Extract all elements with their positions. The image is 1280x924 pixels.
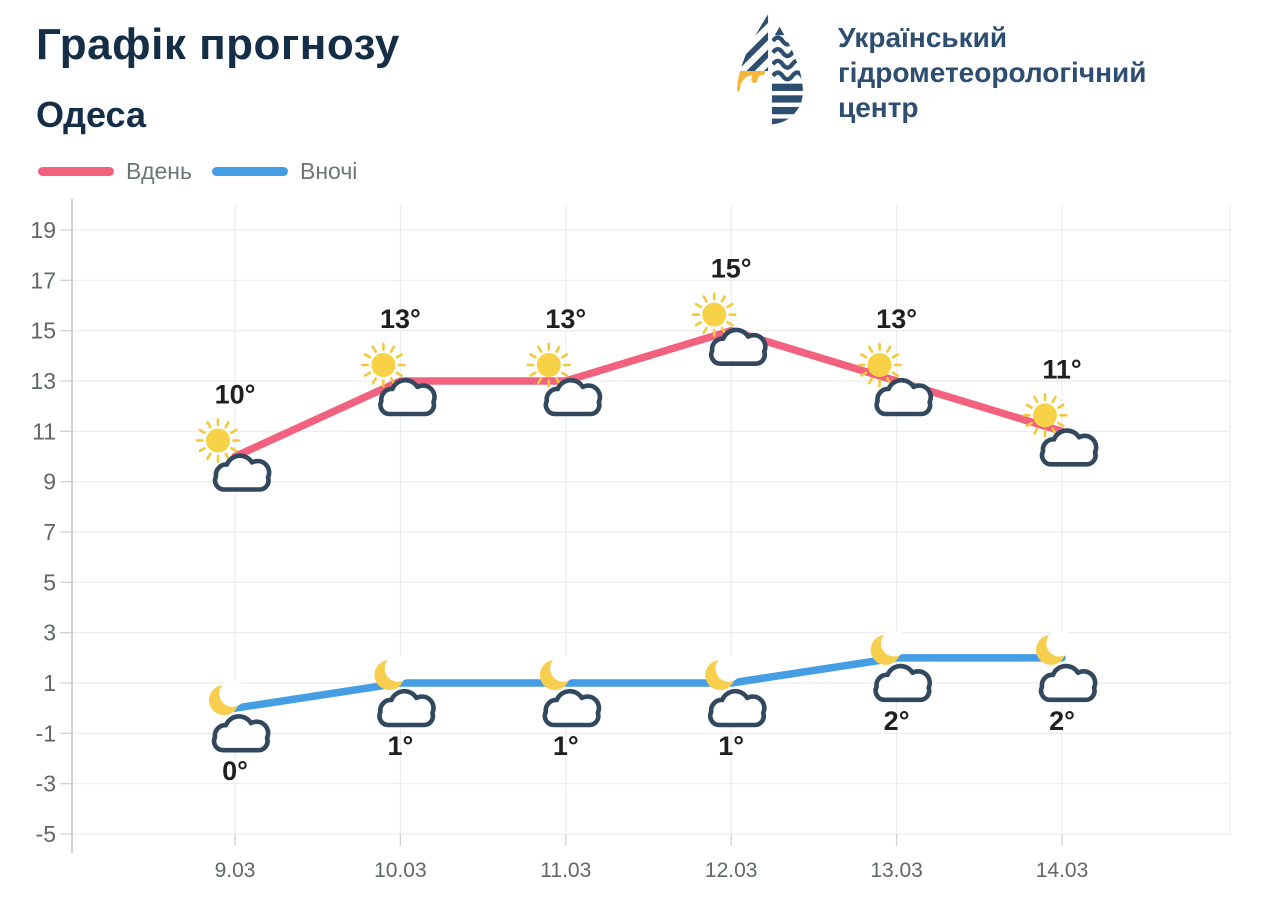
cloud-icon [1039,428,1099,467]
day-temp-label: 15° [711,254,752,284]
sun-cloud-icon [857,342,934,417]
org-name-line3: центр [838,92,919,123]
org-logo: Український гідрометеорологічний центр [726,8,1146,138]
moon-cloud-icon [705,655,767,728]
moon-cloud-icon [374,655,436,728]
x-axis-label: 9.03 [215,859,256,882]
x-axis-label: 13.03 [870,859,923,882]
y-axis-label: -1 [36,720,56,746]
sun-cloud-icon [1022,393,1099,467]
legend-item-night: Вночі [211,158,358,185]
y-axis-label: 5 [43,569,56,595]
day-line [231,326,1066,461]
y-axis-label: 13 [30,368,56,394]
night-line-swatch [211,167,288,176]
sun-cloud-icon [526,342,603,417]
legend-label-night: Вночі [299,158,358,184]
y-axis-label: -5 [36,821,56,847]
y-axis-label: -3 [36,771,56,797]
x-axis-label: 11.03 [540,859,591,882]
day-temp-label: 13° [876,304,917,334]
night-line [231,654,1066,712]
day-temp-label: 11° [1042,354,1081,384]
cloud-icon [378,377,437,417]
chart-legend: Вдень Вночі [38,158,357,185]
y-axis-label: 15 [30,318,56,344]
night-temp-label: 1° [718,731,744,761]
sun-cloud-icon [361,342,437,417]
moon-cloud-icon [870,630,933,703]
day-series: 10° 13° 13° 15° 13° 11° [195,254,1099,492]
moon-cloud-icon [1036,630,1098,703]
page-title: Графік прогнозу [36,20,400,69]
y-axis-label: 9 [43,469,56,495]
night-series: 0° 1° 1° 1° 2° 2° [209,630,1098,786]
y-axis-label: 7 [43,519,56,545]
sun-cloud-icon [691,292,768,366]
cloud-icon [1038,663,1098,703]
org-name-line1: Український [838,22,1008,53]
legend-label-day: Вдень [126,158,192,184]
night-temp-label: 2° [884,706,910,736]
night-temp-label: 1° [553,731,579,761]
cloud-icon [708,327,768,366]
grid: 19 17 15 13 11 9 7 5 3 1 -1 -3 -5 9.03 10.03 11.03 12.03… [30,199,1231,882]
day-temp-label: 10° [215,380,256,410]
night-temp-label: 0° [222,756,248,786]
org-logo-drop-icon [737,10,803,125]
y-axis-label: 3 [43,620,56,646]
forecast-chart: 19 17 15 13 11 9 7 5 3 1 -1 -3 -5 9.03 10.03 11.03 12.03… [0,185,1280,924]
cloud-icon [873,663,933,703]
y-axis-label: 1 [43,670,56,696]
moon-cloud-icon [209,680,271,753]
cloud-icon [543,377,603,417]
night-temp-label: 2° [1049,706,1075,736]
day-temp-label: 13° [380,304,421,334]
moon-cloud-icon [539,655,602,728]
forecast-chart-svg: 19 17 15 13 11 9 7 5 3 1 -1 -3 -5 9.03 10.03 11.03 12.03… [30,199,1231,882]
cloud-icon [212,453,272,492]
cloud-icon [211,714,271,753]
y-axis-label: 19 [30,217,56,243]
cloud-icon [707,688,767,728]
x-axis-label: 12.03 [705,859,758,882]
day-line-swatch [38,167,114,176]
org-name: Український гідрометеорологічний центр [838,20,1146,125]
y-axis-label: 11 [32,418,56,444]
cloud-icon [542,688,602,728]
city-subtitle: Одеса [36,94,146,135]
cloud-icon [874,377,934,417]
day-temp-label: 13° [545,304,586,334]
x-axis-label: 10.03 [374,859,427,882]
x-axis-label: 14.03 [1036,859,1089,882]
org-name-line2: гідрометеорологічний [838,57,1147,88]
night-temp-label: 1° [387,731,413,761]
y-axis-label: 17 [30,267,56,293]
sun-cloud-icon [195,418,272,492]
cloud-icon [377,688,436,728]
legend-item-day: Вдень [38,158,192,185]
